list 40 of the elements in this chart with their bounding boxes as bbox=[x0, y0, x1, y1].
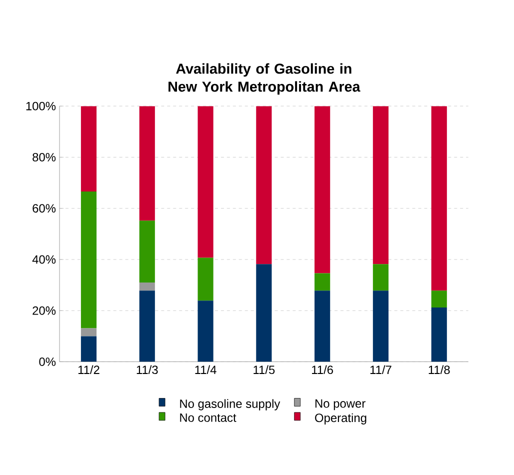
bar bbox=[431, 106, 447, 291]
bar bbox=[198, 258, 214, 301]
x-tick-label: 11/8 bbox=[428, 365, 450, 374]
chart-title: Availability of Gasoline in New York Metropolitan Area bbox=[168, 63, 360, 95]
bar bbox=[256, 264, 272, 362]
bar bbox=[139, 106, 155, 221]
bar bbox=[256, 106, 272, 264]
bar bbox=[139, 220, 155, 282]
bar bbox=[139, 290, 155, 362]
legend-label: No gasoline supply bbox=[180, 399, 280, 410]
x-tick-label: 11/6 bbox=[312, 365, 333, 374]
bar bbox=[431, 307, 447, 362]
legend-label: No power bbox=[315, 399, 366, 410]
bar bbox=[80, 191, 97, 328]
x-tick-label: 11/2 bbox=[78, 365, 100, 374]
y-tick-label: 20% bbox=[32, 306, 56, 315]
x-tick-label: 11/7 bbox=[370, 365, 392, 374]
y-tick-label: 60% bbox=[32, 204, 56, 212]
bar bbox=[372, 106, 389, 264]
x-tick-label: 11/3 bbox=[136, 365, 158, 374]
bar bbox=[198, 300, 214, 362]
bar bbox=[372, 290, 389, 362]
y-tick-label: 100% bbox=[26, 102, 56, 110]
legend-label: Operating bbox=[315, 413, 366, 424]
bar bbox=[80, 336, 97, 362]
bar bbox=[139, 282, 155, 291]
bar bbox=[314, 273, 330, 291]
bar bbox=[198, 106, 214, 258]
legend-label: No contact bbox=[180, 413, 236, 422]
bar bbox=[372, 264, 389, 291]
bar bbox=[314, 290, 330, 362]
bar bbox=[80, 328, 97, 336]
y-tick-label: 80% bbox=[32, 152, 56, 162]
x-tick-label: 11/4 bbox=[195, 365, 216, 374]
bar bbox=[80, 106, 97, 192]
y-tick-label: 0% bbox=[39, 357, 56, 366]
bar bbox=[431, 290, 447, 308]
y-tick-label: 40% bbox=[32, 255, 56, 264]
x-tick-label: 11/5 bbox=[254, 365, 275, 374]
bar bbox=[314, 106, 330, 274]
